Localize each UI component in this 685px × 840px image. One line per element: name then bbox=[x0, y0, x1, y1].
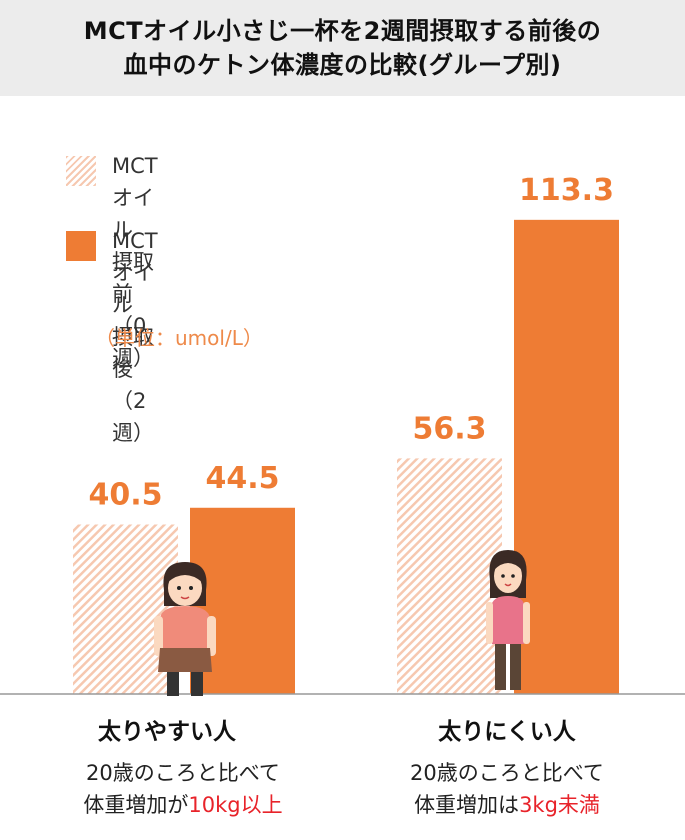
group-desc-gain-easily-line2: 体重増加が10kg以上 bbox=[83, 793, 283, 817]
group-label-gain-hard: 太りにくい人 bbox=[438, 719, 576, 745]
group-desc-gain-easily-line1: 20歳のころと比べて bbox=[86, 761, 280, 785]
value-label-post-0: 44.5 bbox=[205, 461, 279, 496]
legend-post-line2: 摂取後（2週） bbox=[112, 325, 154, 445]
unit-label: （単位：umol/L） bbox=[95, 326, 263, 350]
legend-swatch-post bbox=[66, 231, 96, 261]
value-label-pre-0: 40.5 bbox=[88, 478, 162, 513]
legend-swatch-pre bbox=[66, 156, 96, 186]
group-desc-gain-easily: 20歳のころと比べて 体重増加が10kg以上 bbox=[23, 757, 343, 821]
bar-pre-1 bbox=[397, 458, 502, 694]
highlight-3kg: 3kg未満 bbox=[519, 793, 600, 817]
group-label-gain-easily: 太りやすい人 bbox=[98, 719, 236, 745]
person-illustration-heavy bbox=[154, 562, 216, 696]
legend-post-line1: MCTオイル bbox=[112, 229, 158, 317]
title-line-2: 血中のケトン体濃度の比較(グループ別) bbox=[123, 51, 562, 79]
value-label-post-1: 113.3 bbox=[519, 173, 614, 208]
title-line-1: MCTオイル小さじ一杯を2週間摂取する前後の bbox=[83, 17, 602, 45]
legend-pre-line1: MCTオイル bbox=[112, 154, 158, 242]
chart-title: MCTオイル小さじ一杯を2週間摂取する前後の 血中のケトン体濃度の比較(グループ… bbox=[0, 0, 685, 96]
group-desc-gain-hard-line1: 20歳のころと比べて bbox=[410, 761, 604, 785]
group-desc-gain-hard-line2: 体重増加は3kg未満 bbox=[414, 793, 600, 817]
bar-post-1 bbox=[514, 219, 619, 695]
legend-pre-line2: 摂取前（0週） bbox=[112, 250, 154, 370]
value-label-pre-1: 56.3 bbox=[412, 411, 486, 446]
highlight-10kg: 10kg以上 bbox=[188, 793, 283, 817]
person-illustration-slim bbox=[486, 550, 530, 690]
group-desc-gain-hard: 20歳のころと比べて 体重増加は3kg未満 bbox=[347, 757, 667, 821]
